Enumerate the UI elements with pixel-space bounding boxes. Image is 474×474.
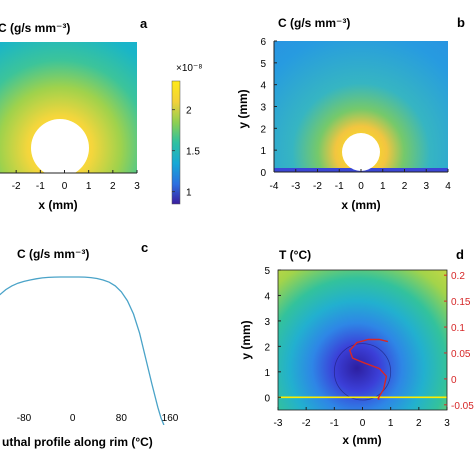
panel-c-x-tick-label: 0 — [70, 413, 76, 424]
panel-b-x-tick-label: -2 — [313, 181, 322, 192]
panel-c-xlabel: uthal profile along rim (°C) — [2, 435, 153, 449]
panel-d-y2-tick-label: -0.05 — [451, 401, 474, 412]
panel-d-letter: d — [456, 247, 464, 262]
panel-a-mask — [0, 173, 140, 177]
panel-b-letter: b — [457, 15, 465, 30]
panel-b-y-tick-label: 4 — [260, 81, 266, 92]
panel-c: C (g/s mm⁻³) c -80 0 80 160 uthal profile a… — [0, 240, 179, 449]
panel-d-temperature-profile — [349, 338, 389, 401]
panel-c-series-line — [0, 276, 165, 425]
panel-d-title: T (°C) — [279, 248, 311, 262]
colorbar-tick-label: 1 — [186, 188, 192, 199]
panel-b-y-tick-label: 1 — [260, 146, 266, 157]
panel-b-y-ticks: 0 1 2 3 4 5 6 — [260, 37, 277, 179]
panel-d-y-tick-label: 5 — [264, 266, 270, 277]
panel-b-x-tick-label: -4 — [270, 181, 279, 192]
panel-a-obstacle — [31, 119, 89, 177]
panel-a-x-tick-label: 0 — [62, 181, 68, 192]
panel-b-y-tick-label: 6 — [260, 37, 266, 48]
panel-c-title: C (g/s mm⁻³) — [17, 247, 89, 261]
panel-b-mask — [274, 172, 450, 176]
panel-d-y-tick-label: 2 — [264, 342, 270, 353]
panel-c-letter: c — [141, 240, 148, 255]
panel-d-y-tick-label: 0 — [264, 393, 270, 404]
panel-b-x-tick-label: 4 — [445, 181, 451, 192]
panel-a-title: C (g/s mm⁻³) — [0, 21, 70, 35]
panel-a-x-tick-label: 1 — [86, 181, 92, 192]
panel-a: C (g/s mm⁻³) a -2 -1 0 1 2 3 x (mm) ×10⁻⁸ 21.… — [0, 16, 202, 212]
panel-d-y2-tick-label: 0 — [451, 375, 457, 386]
panel-b: C (g/s mm⁻³) b -4 -3 -2 -1 0 1 2 3 4 0 1 2 3 4 5 6 x (… — [236, 15, 465, 212]
panel-c-x-tick-label: 160 — [162, 413, 179, 424]
panel-d-y2-tick-label: 0.05 — [451, 349, 471, 360]
panel-a-x-tick-label: -2 — [12, 181, 21, 192]
colorbar-tick-label: 1.5 — [186, 147, 200, 158]
panel-b-x-tick-label: 3 — [423, 181, 429, 192]
panel-c-x-tick-label: -80 — [17, 413, 32, 424]
panel-b-title: C (g/s mm⁻³) — [278, 16, 350, 30]
panel-b-x-tick-label: 2 — [402, 181, 408, 192]
panel-b-xlabel: x (mm) — [341, 198, 380, 212]
panel-d-y2-tick-label: 0.2 — [451, 271, 465, 282]
panel-b-y-tick-label: 5 — [260, 59, 266, 70]
panel-a-x-ticks: -2 -1 0 1 2 3 — [12, 170, 140, 192]
panel-b-x-tick-label: 1 — [380, 181, 386, 192]
panel-a-x-tick-label: 2 — [110, 181, 116, 192]
panel-b-ylabel: y (mm) — [236, 89, 250, 128]
panel-d-x-tick-label: 0 — [360, 418, 366, 429]
panel-d-x-tick-label: 1 — [388, 418, 394, 429]
panel-d-y-tick-label: 3 — [264, 317, 270, 328]
panel-d-x-tick-label: -3 — [274, 418, 283, 429]
panel-d-xlabel: x (mm) — [342, 433, 381, 447]
panel-d-heatmap — [278, 270, 447, 410]
colorbar — [171, 80, 181, 205]
panel-d-ylabel: y (mm) — [239, 320, 253, 359]
panel-b-x-tick-label: 0 — [358, 181, 364, 192]
panel-c-series — [0, 276, 165, 425]
panel-b-x-ticks: -4 -3 -2 -1 0 1 2 3 4 — [270, 169, 451, 192]
panel-d-x-tick-label: 2 — [416, 418, 422, 429]
panel-c-x-ticks: -80 0 80 160 — [17, 413, 179, 424]
panel-a-letter: a — [140, 16, 148, 31]
panel-d-y2-tick-label: 0.15 — [451, 297, 471, 308]
panel-b-x-tick-label: -3 — [291, 181, 300, 192]
panel-b-y-tick-label: 3 — [260, 103, 266, 114]
panel-d-overlay — [278, 338, 447, 401]
panel-d-y2-tick-label: 0.1 — [451, 323, 465, 334]
colorbar-tick-label: 2 — [186, 106, 192, 117]
panel-d-rim-outline — [333, 343, 392, 401]
panel-d-y-tick-label: 4 — [264, 291, 270, 302]
panel-b-x-tick-label: -1 — [335, 181, 344, 192]
panel-b-y-tick-label: 2 — [260, 124, 266, 135]
panel-d-y-tick-label: 1 — [264, 368, 270, 379]
colorbar-ticks: 21.51 — [172, 106, 200, 199]
panel-d-y2-ticks: 0.2 0.15 0.1 0.05 0 -0.05 — [444, 271, 474, 412]
panel-b-y-tick-label: 0 — [260, 168, 266, 179]
panel-d-x-ticks: -3 -2 -1 0 1 2 3 — [274, 407, 450, 429]
colorbar-exponent: ×10⁻⁸ — [176, 63, 202, 74]
panel-d: T (°C) d -3 -2 -1 0 1 2 3 0 1 2 3 4 5 0.2 0.15 0.1 0.0… — [239, 247, 474, 447]
panel-d-x-tick-label: -2 — [302, 418, 311, 429]
panel-b-obstacle — [342, 133, 380, 171]
panel-d-x-tick-label: -1 — [330, 418, 339, 429]
panel-d-y-ticks: 0 1 2 3 4 5 — [264, 266, 281, 404]
panel-a-x-tick-label: 3 — [134, 181, 140, 192]
panel-c-x-tick-label: 80 — [116, 413, 128, 424]
panel-a-xlabel: x (mm) — [38, 198, 77, 212]
panel-a-x-tick-label: -1 — [36, 181, 45, 192]
panel-d-x-tick-label: 3 — [444, 418, 450, 429]
